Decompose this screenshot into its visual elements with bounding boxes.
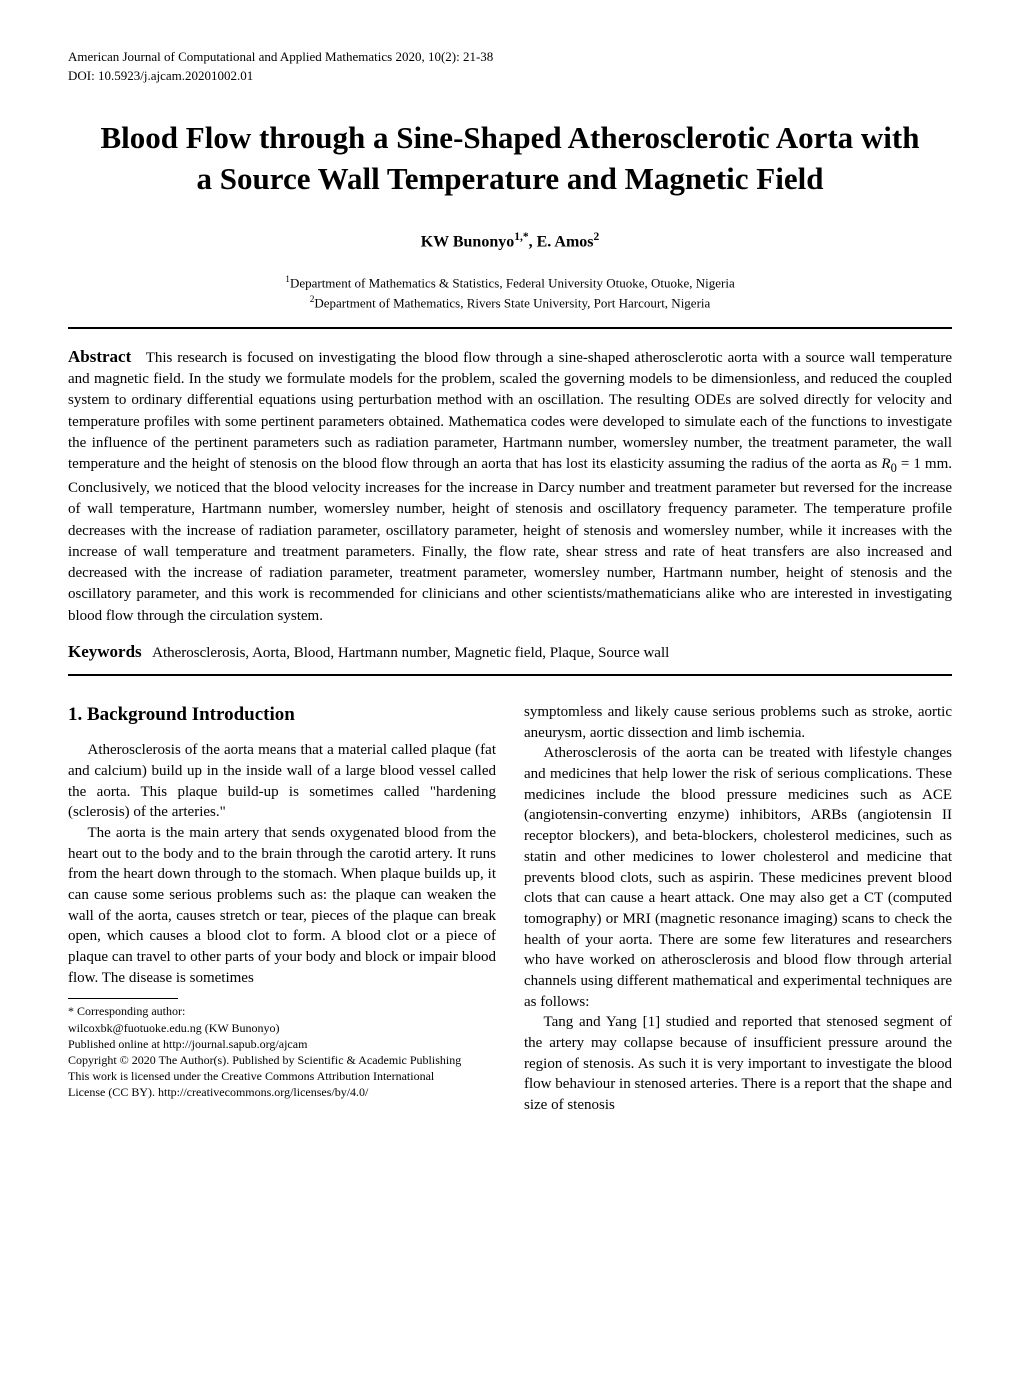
body-paragraph: Atherosclerosis of the aorta means that … [68, 740, 496, 823]
footnote-line: wilcoxbk@fuotuoke.edu.ng (KW Bunonyo) [68, 1020, 496, 1036]
authors: KW Bunonyo1,*, E. Amos2 [68, 230, 952, 253]
footnotes: * Corresponding author: wilcoxbk@fuotuok… [68, 1003, 496, 1100]
body-paragraph: Tang and Yang [1] studied and reported t… [524, 1012, 952, 1115]
keywords-text: Atherosclerosis, Aorta, Blood, Hartmann … [152, 645, 669, 661]
keywords-label: Keywords [68, 642, 142, 661]
section-1-heading: 1. Background Introduction [68, 702, 496, 728]
body-paragraph: symptomless and likely cause serious pro… [524, 702, 952, 743]
body-columns: 1. Background Introduction Atheroscleros… [68, 702, 952, 1116]
abstract-label: Abstract [68, 347, 131, 366]
footnote-rule [68, 998, 178, 999]
keywords: Keywords Atherosclerosis, Aorta, Blood, … [68, 641, 952, 664]
affiliation-2: 2Department of Mathematics, Rivers State… [68, 294, 952, 313]
abstract-text-pre: This research is focused on investigatin… [68, 350, 952, 472]
body-paragraph: The aorta is the main artery that sends … [68, 823, 496, 989]
abstract-text-post: Conclusively, we noticed that the blood … [68, 480, 952, 624]
footnote-line: This work is licensed under the Creative… [68, 1068, 496, 1084]
footnote-line: Copyright © 2020 The Author(s). Publishe… [68, 1052, 496, 1068]
footnote-line: License (CC BY). http://creativecommons.… [68, 1084, 496, 1100]
right-column: symptomless and likely cause serious pro… [524, 702, 952, 1116]
affiliations: 1Department of Mathematics & Statistics,… [68, 274, 952, 312]
affiliation-1: 1Department of Mathematics & Statistics,… [68, 274, 952, 293]
paper-title: Blood Flow through a Sine-Shaped Atheros… [90, 118, 930, 200]
footnote-line: * Corresponding author: [68, 1003, 496, 1019]
journal-line: American Journal of Computational and Ap… [68, 48, 952, 67]
doi-line: DOI: 10.5923/j.ajcam.20201002.01 [68, 67, 952, 86]
abstract: Abstract This research is focused on inv… [68, 345, 952, 627]
footnote-line: Published online at http://journal.sapub… [68, 1036, 496, 1052]
abstract-inline-math: R0 = 1 mm. [881, 456, 952, 472]
body-paragraph: Atherosclerosis of the aorta can be trea… [524, 743, 952, 1012]
left-column: 1. Background Introduction Atheroscleros… [68, 702, 496, 1116]
divider-top [68, 327, 952, 329]
divider-bottom [68, 674, 952, 676]
journal-header: American Journal of Computational and Ap… [68, 48, 952, 86]
